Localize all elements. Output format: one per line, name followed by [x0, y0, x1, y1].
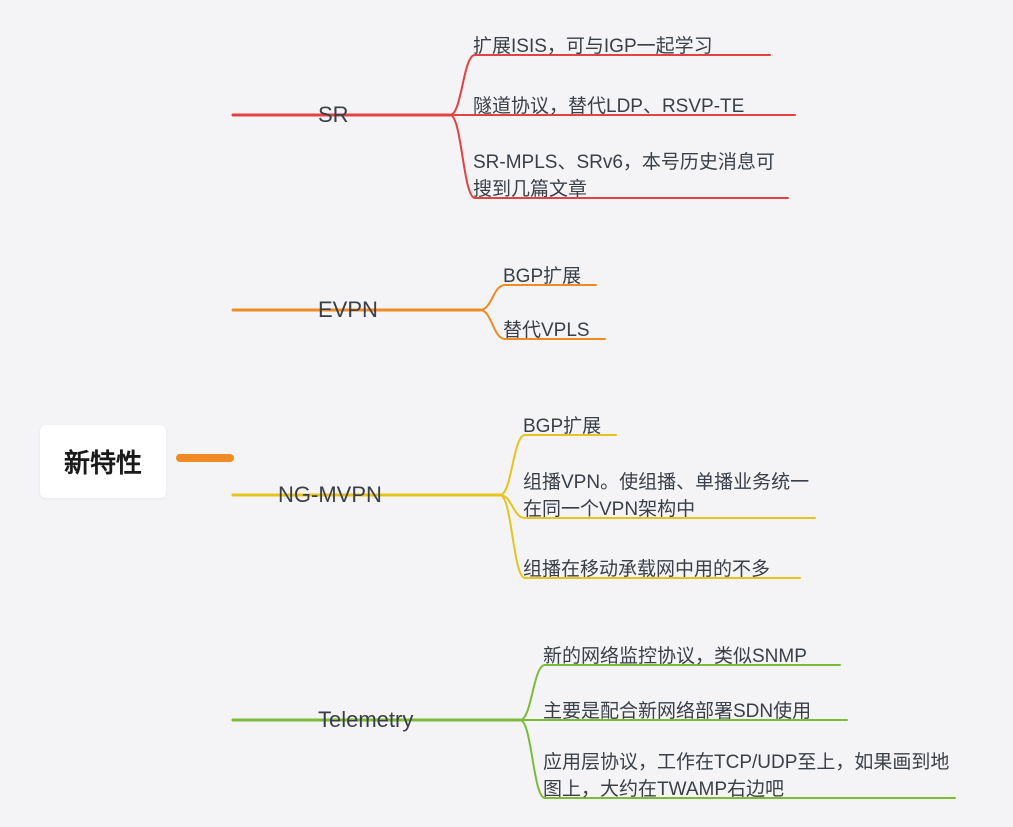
leaf-label-sr-0: 扩展ISIS，可与IGP一起学习	[473, 34, 713, 61]
leaf-label-sr-1: 隧道协议，替代LDP、RSVP-TE	[473, 94, 744, 121]
leaf-label-ngmvpn-1: 组播VPN。使组播、单播业务统一在同一个VPN架构中	[523, 470, 823, 523]
leaf-label-evpn-1: 替代VPLS	[503, 318, 590, 345]
branch-label-ngmvpn: NG-MVPN	[278, 482, 382, 508]
leaf-label-telemetry-2: 应用层协议，工作在TCP/UDP至上，如果画到地图上，大约在TWAMP右边吧	[543, 750, 963, 803]
branch-label-evpn: EVPN	[318, 297, 378, 323]
leaf-label-telemetry-1: 主要是配合新网络部署SDN使用	[543, 699, 811, 726]
leaf-label-ngmvpn-2: 组播在移动承载网中用的不多	[523, 557, 770, 584]
leaf-label-evpn-0: BGP扩展	[503, 264, 581, 291]
branch-label-sr: SR	[318, 102, 349, 128]
root-node: 新特性	[40, 425, 166, 498]
leaf-label-telemetry-0: 新的网络监控协议，类似SNMP	[543, 644, 807, 671]
branch-label-telemetry: Telemetry	[318, 707, 413, 733]
leaf-label-ngmvpn-0: BGP扩展	[523, 414, 601, 441]
mindmap-connectors	[0, 0, 1013, 827]
leaf-label-sr-2: SR-MPLS、SRv6，本号历史消息可搜到几篇文章	[473, 150, 793, 203]
